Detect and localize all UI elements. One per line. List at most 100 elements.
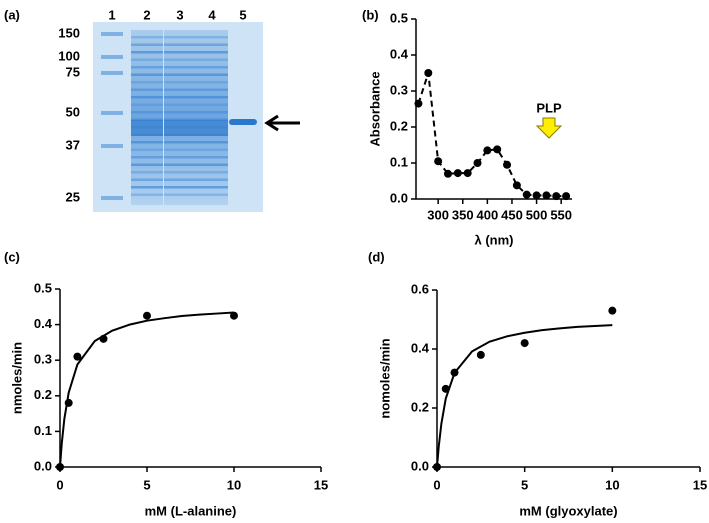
protein-band (131, 186, 163, 189)
protein-band (164, 120, 196, 136)
panel-label: (d) (368, 249, 385, 264)
protein-band (164, 73, 196, 76)
lane-smear (164, 30, 196, 205)
y-tick-label: 0.1 (390, 154, 408, 169)
x-tick-label: 0 (433, 477, 440, 492)
protein-band (131, 103, 163, 106)
x-tick-label: 10 (605, 477, 619, 492)
protein-band (164, 156, 196, 159)
protein-band (131, 36, 163, 39)
protein-band (164, 58, 196, 61)
protein-band (229, 119, 257, 125)
y-tick-label: 0.3 (390, 82, 408, 97)
protein-band (131, 118, 163, 121)
protein-band (196, 96, 228, 99)
protein-band (196, 178, 228, 181)
gel-bands (101, 30, 257, 205)
x-tick-label: 350 (452, 207, 474, 222)
y-axis-label: nomoles/min (377, 338, 392, 418)
ladder-band (101, 32, 123, 36)
protein-band (131, 148, 163, 151)
protein-band (196, 120, 228, 136)
y-axis-label: Absorbance (367, 71, 382, 146)
protein-band (131, 96, 163, 99)
x-tick-label: 5 (521, 477, 528, 492)
data-point (424, 69, 433, 77)
protein-band (196, 81, 228, 84)
protein-band (196, 58, 228, 61)
protein-band (131, 111, 163, 114)
x-tick-label: 15 (314, 477, 328, 492)
x-tick-label: 500 (526, 207, 548, 222)
lane-label: 1 (108, 7, 115, 22)
protein-band (164, 193, 196, 196)
protein-band (164, 81, 196, 84)
protein-band (131, 163, 163, 166)
x-tick-label: 15 (693, 477, 707, 492)
data-point (476, 350, 485, 359)
protein-band (196, 163, 228, 166)
lane-smear (131, 30, 163, 205)
protein-band (164, 141, 196, 144)
protein-band (196, 73, 228, 76)
panel-label: (a) (4, 7, 20, 22)
lane-smear (196, 30, 228, 205)
lane-label: 4 (208, 7, 216, 22)
protein-band (164, 66, 196, 69)
protein-band (196, 193, 228, 196)
x-tick-label: 10 (227, 477, 241, 492)
arrow (264, 114, 300, 132)
protein-band (164, 96, 196, 99)
protein-band (131, 141, 163, 144)
protein-band (196, 141, 228, 144)
y-tick-label: 0.3 (34, 352, 52, 367)
data-point (230, 311, 238, 320)
protein-band (164, 103, 196, 106)
ladder-band (101, 144, 123, 148)
data-point (493, 145, 502, 154)
marker-label: 50 (66, 104, 80, 119)
protein-band (164, 118, 196, 121)
x-axis-label: λ (nm) (475, 232, 514, 247)
data-point (453, 169, 462, 178)
protein-band (196, 186, 228, 189)
y-tick-label: 0.0 (411, 458, 429, 473)
protein-band (196, 118, 228, 121)
protein-band (164, 111, 196, 114)
panel-label: (c) (4, 249, 20, 264)
gel-panel: (a) (4, 7, 300, 212)
protein-band (131, 120, 163, 136)
y-tick-label: 0.4 (390, 46, 409, 61)
x-axis-label: mM (glyoxylate) (519, 503, 617, 518)
lane-label: 3 (176, 7, 183, 22)
protein-band (196, 51, 228, 54)
protein-band (131, 66, 163, 69)
marker-label: 25 (66, 189, 80, 204)
x-axis-label: mM (L-alanine) (145, 503, 237, 518)
protein-band (196, 103, 228, 106)
protein-band (131, 81, 163, 84)
x-tick-label: 450 (501, 207, 523, 222)
marker-label: 150 (58, 25, 80, 40)
ladder-band (101, 55, 123, 59)
data-point (503, 160, 512, 169)
y-tick-label: 0.6 (411, 281, 429, 296)
data-point (562, 192, 571, 201)
protein-band (196, 88, 228, 91)
protein-band (196, 43, 228, 46)
y-tick-label: 0.5 (34, 280, 52, 295)
x-tick-label: 300 (427, 207, 449, 222)
y-tick-label: 0.1 (34, 423, 52, 438)
data-point (520, 339, 529, 348)
protein-band (196, 66, 228, 69)
x-tick-label: 5 (143, 477, 150, 492)
protein-band (164, 51, 196, 54)
data-point (463, 169, 472, 178)
marker-label: 75 (66, 64, 80, 79)
data-point (542, 191, 551, 200)
protein-band (164, 148, 196, 151)
y-tick-label: 0.2 (34, 387, 52, 402)
data-point (473, 159, 482, 167)
ladder-band (101, 71, 123, 75)
